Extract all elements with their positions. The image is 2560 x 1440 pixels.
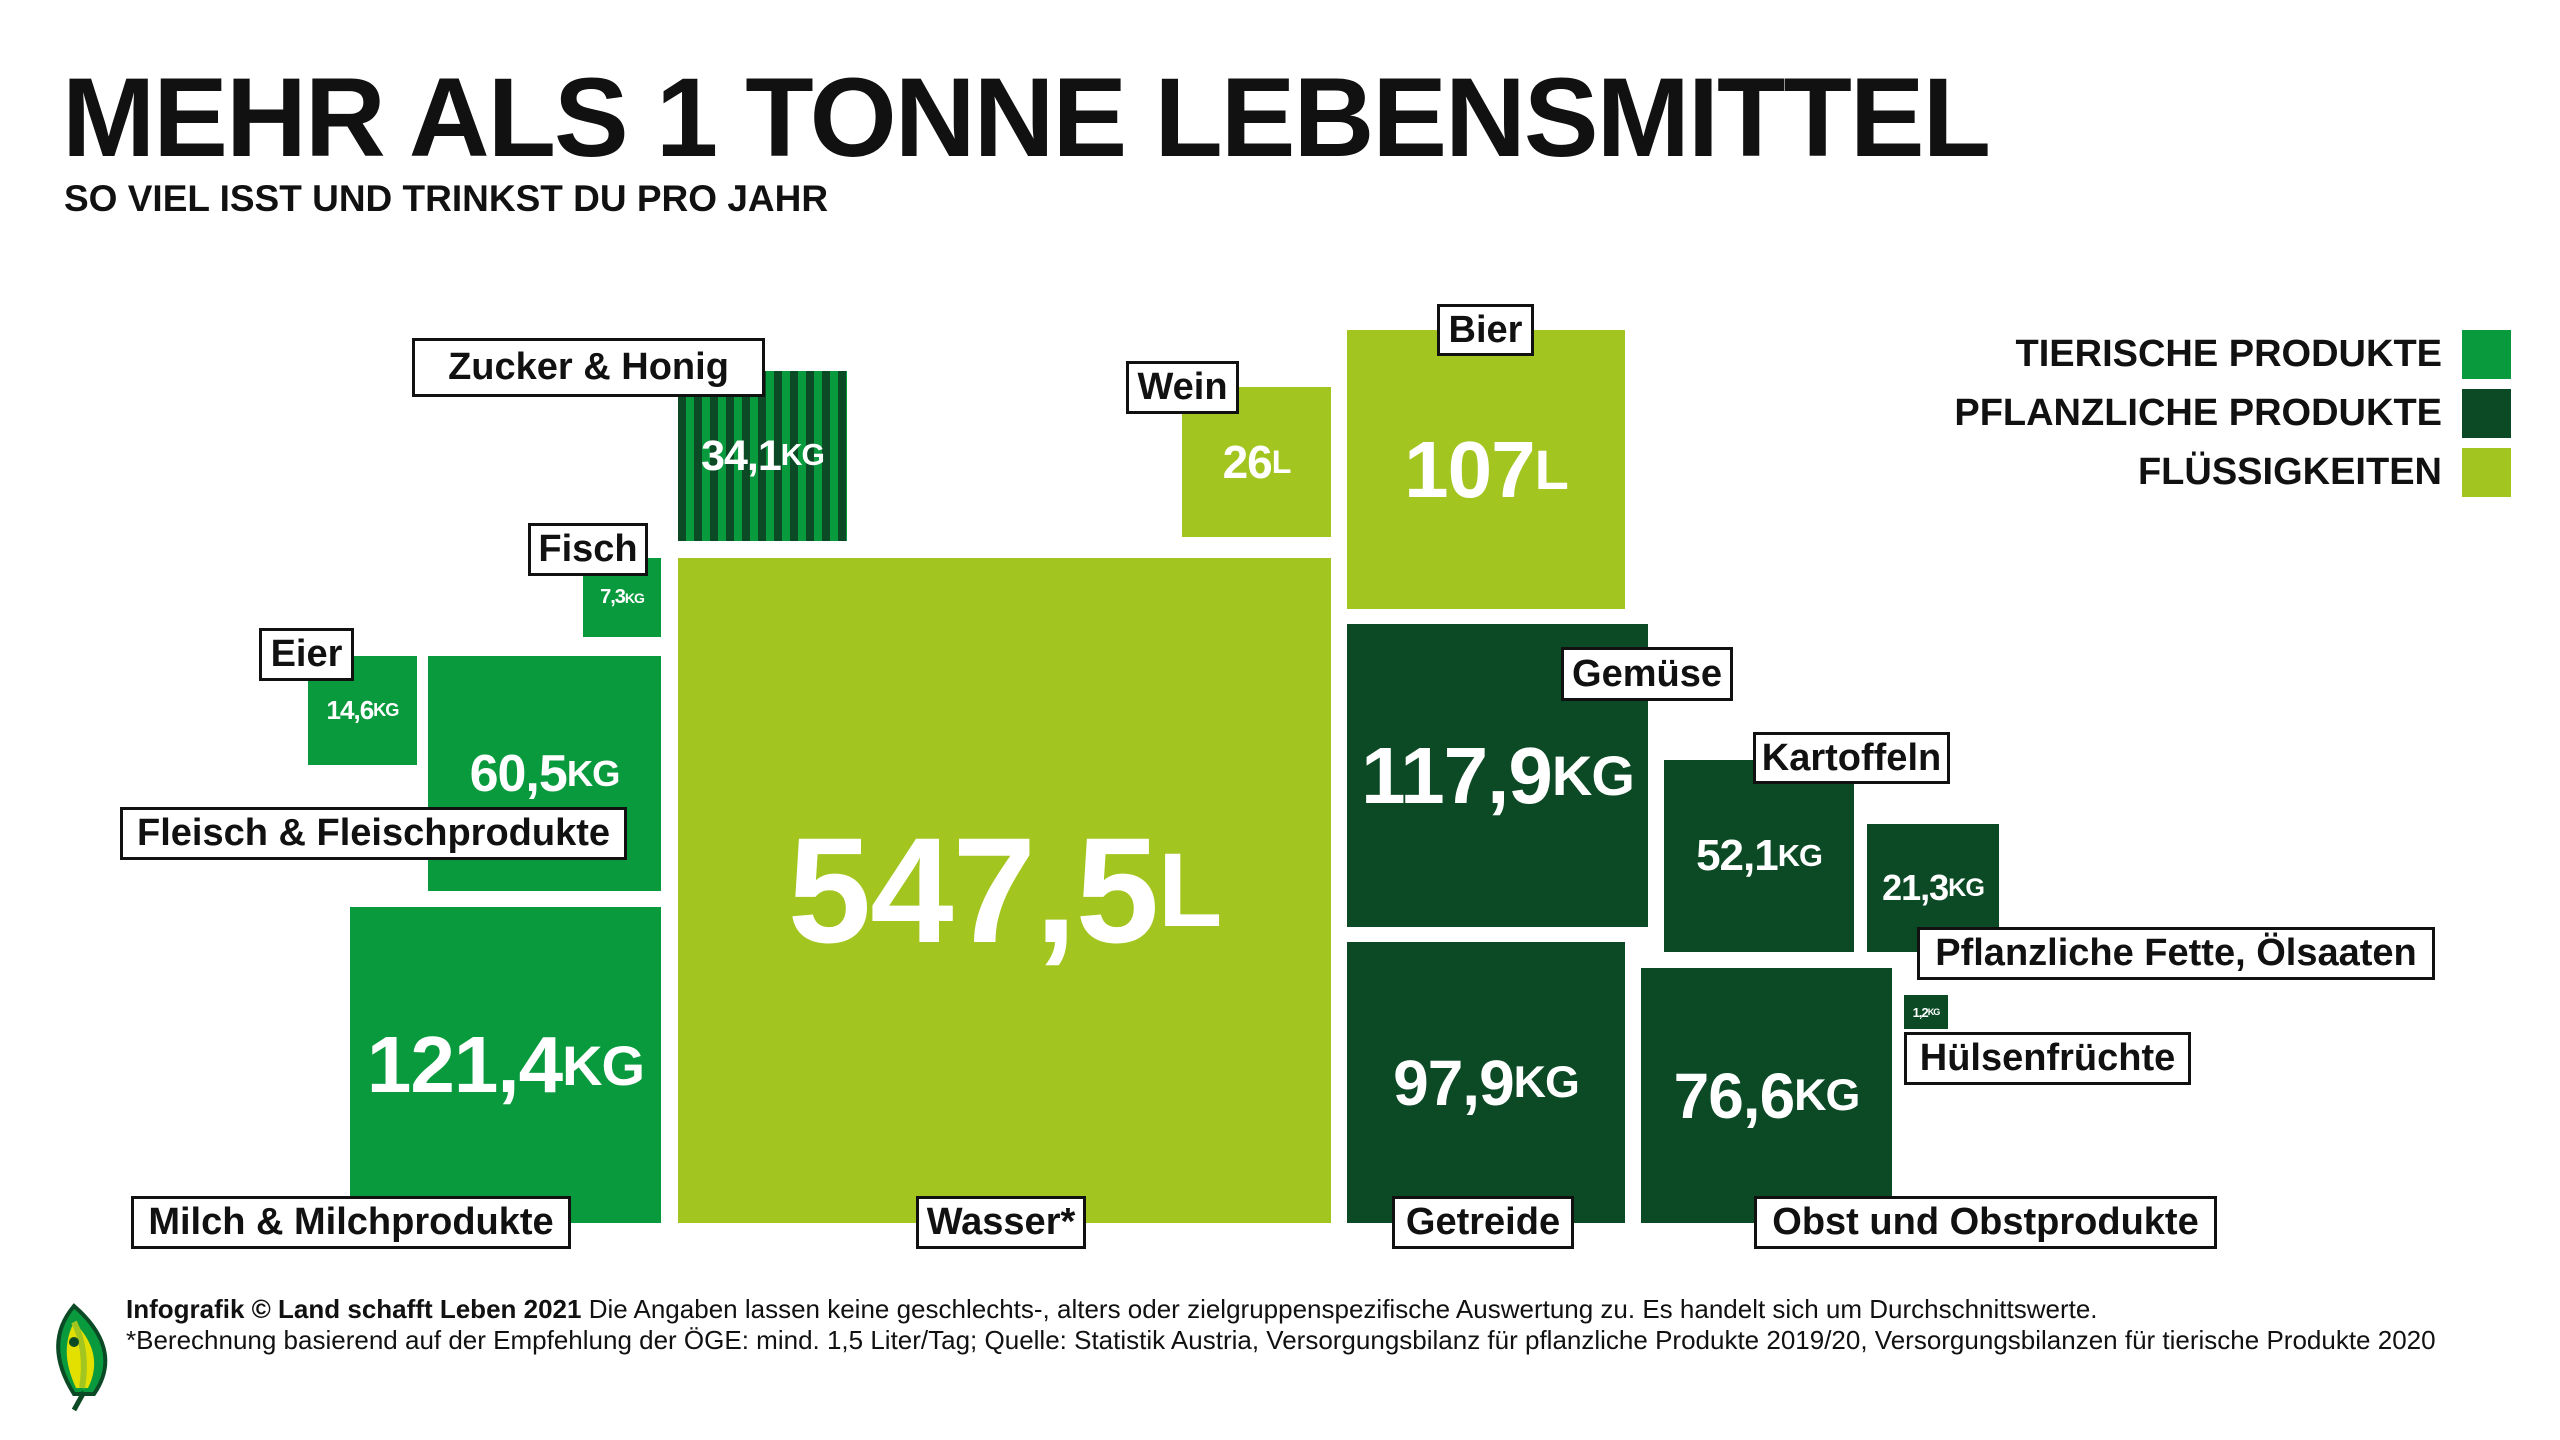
value-label: 21,3	[1882, 867, 1949, 908]
page-subtitle: SO VIEL ISST UND TRINKST DU PRO JAHR	[64, 178, 829, 219]
category-label: Fisch	[528, 523, 648, 576]
unit-label: KG	[780, 439, 825, 472]
category-label: Eier	[259, 628, 354, 681]
footer-credit: Infografik © Land schafft Leben 2021	[126, 1294, 582, 1324]
footer-note: Infografik © Land schafft Leben 2021 Die…	[126, 1294, 2526, 1356]
block-zucker-honig: 34,1 KG	[678, 371, 847, 541]
unit-label: KG	[1927, 1007, 1941, 1017]
category-label: Wasser*	[916, 1196, 1086, 1249]
block-kartoffeln: 52,1 KG	[1664, 760, 1854, 952]
category-label: Gemüse	[1561, 647, 1733, 701]
value-label: 121,4	[366, 1020, 563, 1109]
legend-swatch	[2462, 448, 2511, 497]
block-wasser: 547,5 L	[678, 558, 1331, 1223]
legend-label: FLÜSSIGKEITEN	[2137, 451, 2442, 493]
unit-label: KG	[1948, 873, 1985, 902]
value-label: 76,6	[1673, 1059, 1796, 1132]
value-label: 107	[1404, 424, 1535, 514]
unit-label: L	[1534, 438, 1569, 501]
unit-label: L	[1158, 831, 1222, 949]
category-label: Hülsenfrüchte	[1904, 1032, 2191, 1085]
value-label: 547,5	[787, 806, 1159, 974]
value-label: 14,6	[326, 695, 375, 725]
category-label: Zucker & Honig	[412, 338, 765, 397]
unit-label: KG	[373, 700, 399, 720]
legend-label: PFLANZLICHE PRODUKTE	[1954, 392, 2442, 434]
category-label: Getreide	[1392, 1196, 1574, 1249]
value-label: 60,5	[469, 744, 568, 803]
unit-label: KG	[624, 589, 645, 606]
unit-label: KG	[1513, 1057, 1580, 1107]
block-milch-milchprodukte: 121,4 KG	[350, 907, 661, 1223]
value-label: 1,2	[1912, 1004, 1929, 1020]
page-title: MEHR ALS 1 TONNE LEBENSMITTEL	[62, 55, 1991, 180]
legend-swatch	[2462, 330, 2511, 379]
leaf-logo-icon	[56, 1303, 108, 1412]
category-label: Wein	[1126, 361, 1239, 414]
category-label: Bier	[1437, 304, 1534, 356]
value-label: 52,1	[1696, 831, 1779, 880]
unit-label: KG	[1551, 744, 1635, 807]
footer-line2: *Berechnung basierend auf der Empfehlung…	[126, 1325, 2436, 1355]
footer-line1: Die Angaben lassen keine geschlechts-, a…	[581, 1294, 2098, 1324]
value-label: 97,9	[1393, 1046, 1515, 1119]
value-label: 7,3	[600, 586, 626, 608]
block-gemüse: 117,9 KG	[1347, 624, 1648, 927]
unit-label: KG	[1794, 1070, 1860, 1120]
unit-label: KG	[562, 1033, 645, 1097]
block-bier: 107 L	[1347, 330, 1625, 609]
unit-label: L	[1271, 443, 1292, 480]
category-label: Obst und Obstprodukte	[1754, 1196, 2217, 1249]
value-label: 34,1	[701, 431, 782, 480]
block-obst-und-obstprodukte: 76,6 KG	[1641, 968, 1892, 1223]
unit-label: KG	[1777, 838, 1823, 873]
legend-swatch	[2462, 389, 2511, 438]
legend-label: TIERISCHE PRODUKTE	[2015, 333, 2442, 375]
category-label: Pflanzliche Fette, Ölsaaten	[1917, 927, 2435, 980]
category-label: Fleisch & Fleischprodukte	[120, 807, 627, 860]
block-hülsenfrüchte: 1,2 KG	[1904, 995, 1948, 1029]
unit-label: KG	[566, 752, 621, 794]
value-label: 26	[1222, 436, 1273, 488]
category-label: Milch & Milchprodukte	[131, 1196, 571, 1249]
value-label: 117,9	[1361, 730, 1553, 820]
category-label: Kartoffeln	[1753, 732, 1950, 784]
block-getreide: 97,9 KG	[1347, 942, 1625, 1223]
